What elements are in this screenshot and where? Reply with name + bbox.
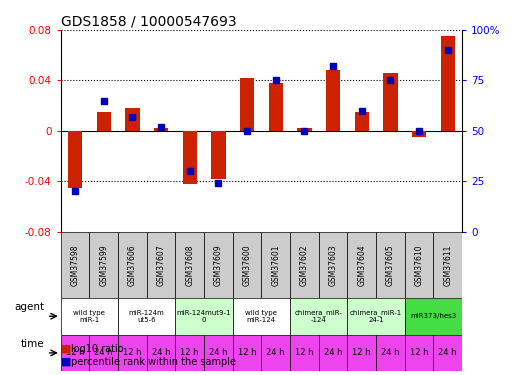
Bar <box>240 78 254 131</box>
Text: miR373/hes3: miR373/hes3 <box>410 313 457 319</box>
Bar <box>118 298 175 334</box>
Text: GSM37603: GSM37603 <box>328 244 337 286</box>
Text: 24 h: 24 h <box>95 348 113 357</box>
Bar <box>354 112 369 131</box>
Bar <box>204 334 233 371</box>
Bar <box>433 334 462 371</box>
Bar <box>147 334 175 371</box>
Text: agent: agent <box>15 302 45 312</box>
Bar <box>233 334 261 371</box>
Text: 12 h: 12 h <box>238 348 256 357</box>
Text: GSM37604: GSM37604 <box>357 244 366 286</box>
Text: percentile rank within the sample: percentile rank within the sample <box>71 357 237 367</box>
Bar <box>154 128 168 131</box>
Text: GSM37605: GSM37605 <box>386 244 395 286</box>
Bar <box>290 334 319 371</box>
Bar <box>376 232 404 298</box>
Bar <box>118 232 147 298</box>
Text: GSM37600: GSM37600 <box>242 244 251 286</box>
Bar <box>61 232 89 298</box>
Bar <box>175 232 204 298</box>
Bar <box>404 232 433 298</box>
Bar <box>97 112 111 131</box>
Text: 12 h: 12 h <box>123 348 142 357</box>
Bar <box>233 298 290 334</box>
Text: GSM37606: GSM37606 <box>128 244 137 286</box>
Text: GSM37598: GSM37598 <box>71 244 80 286</box>
Text: GSM37599: GSM37599 <box>99 244 108 286</box>
Bar <box>269 83 283 131</box>
Text: GSM37611: GSM37611 <box>443 244 452 285</box>
Text: GSM37610: GSM37610 <box>414 244 423 286</box>
Bar <box>347 334 376 371</box>
Bar <box>89 334 118 371</box>
Bar <box>211 131 225 179</box>
Bar <box>297 128 312 131</box>
Bar <box>233 232 261 298</box>
Bar <box>61 334 89 371</box>
Text: chimera_miR-1
24-1: chimera_miR-1 24-1 <box>350 309 402 323</box>
Text: chimera_miR-
-124: chimera_miR- -124 <box>295 309 343 323</box>
Bar <box>347 298 404 334</box>
Bar <box>412 131 426 137</box>
Text: 12 h: 12 h <box>181 348 199 357</box>
Bar <box>68 131 82 188</box>
Text: miR-124mut9-1
0: miR-124mut9-1 0 <box>177 310 231 323</box>
Bar <box>319 232 347 298</box>
Text: time: time <box>21 339 45 349</box>
Text: GSM37602: GSM37602 <box>300 244 309 286</box>
Text: 12 h: 12 h <box>410 348 428 357</box>
Bar <box>404 298 462 334</box>
Bar <box>383 73 398 131</box>
Text: GSM37601: GSM37601 <box>271 244 280 286</box>
Text: 24 h: 24 h <box>209 348 228 357</box>
Bar <box>290 298 347 334</box>
Bar <box>319 334 347 371</box>
Bar <box>204 232 233 298</box>
Text: miR-124m
ut5-6: miR-124m ut5-6 <box>129 310 165 323</box>
Bar <box>347 232 376 298</box>
Bar <box>404 334 433 371</box>
Bar <box>125 108 139 131</box>
Text: 12 h: 12 h <box>295 348 314 357</box>
Bar <box>147 232 175 298</box>
Bar <box>175 334 204 371</box>
Bar <box>175 298 233 334</box>
Text: 24 h: 24 h <box>152 348 171 357</box>
Text: GDS1858 / 10000547693: GDS1858 / 10000547693 <box>61 15 237 29</box>
Bar <box>89 232 118 298</box>
Text: wild type
miR-124: wild type miR-124 <box>246 310 277 323</box>
Bar <box>261 334 290 371</box>
Bar <box>61 298 118 334</box>
Text: ■: ■ <box>61 357 71 367</box>
Bar <box>261 232 290 298</box>
Text: GSM37609: GSM37609 <box>214 244 223 286</box>
Bar <box>326 70 340 131</box>
Bar <box>290 232 319 298</box>
Text: GSM37607: GSM37607 <box>156 244 166 286</box>
Bar <box>183 131 197 184</box>
Text: 24 h: 24 h <box>381 348 400 357</box>
Bar <box>376 334 404 371</box>
Text: ■: ■ <box>61 344 71 354</box>
Text: log10 ratio: log10 ratio <box>71 344 124 354</box>
Text: 24 h: 24 h <box>324 348 342 357</box>
Bar <box>440 36 455 131</box>
Text: 24 h: 24 h <box>267 348 285 357</box>
Text: 24 h: 24 h <box>438 348 457 357</box>
Text: wild type
miR-1: wild type miR-1 <box>73 310 105 323</box>
Bar <box>433 232 462 298</box>
Text: GSM37608: GSM37608 <box>185 244 194 286</box>
Bar <box>118 334 147 371</box>
Text: 12 h: 12 h <box>66 348 84 357</box>
Text: 12 h: 12 h <box>352 348 371 357</box>
